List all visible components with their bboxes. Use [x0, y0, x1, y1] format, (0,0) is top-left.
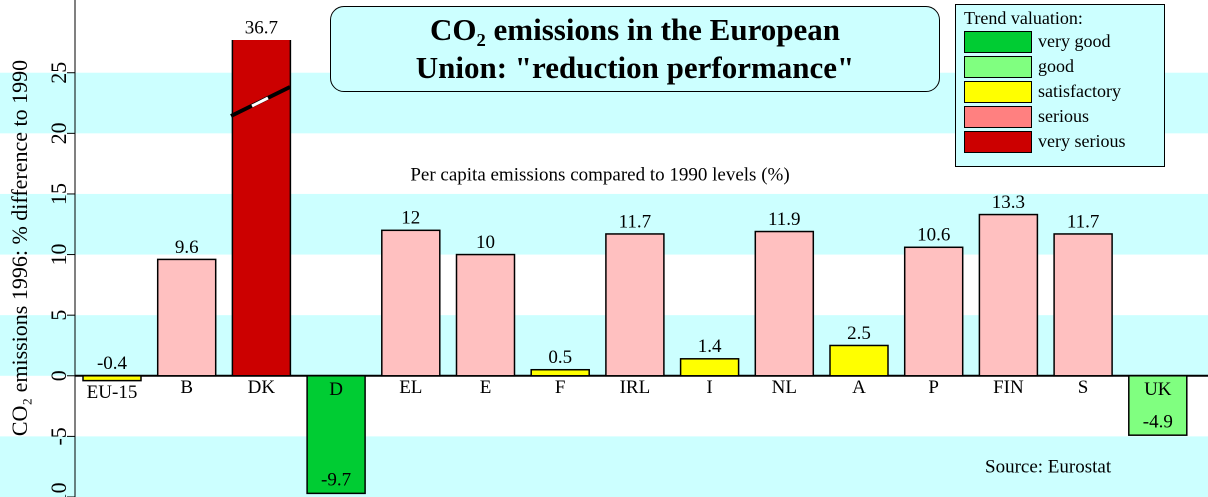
- x-tick-label: IRL: [620, 377, 651, 398]
- value-label: -4.9: [1143, 412, 1173, 433]
- legend-swatch: [964, 30, 1032, 53]
- bar: [1053, 233, 1113, 377]
- axis-break: [230, 85, 291, 118]
- value-label: 36.7: [245, 17, 278, 38]
- legend-swatch: [964, 105, 1032, 128]
- bar: [605, 233, 665, 377]
- legend-swatch: [964, 130, 1032, 153]
- value-label: 10.6: [917, 225, 950, 246]
- legend-swatch: [964, 80, 1032, 103]
- value-label: 2.5: [847, 323, 871, 344]
- legend-swatch: [964, 55, 1032, 78]
- bar: [903, 246, 964, 377]
- x-tick-label: B: [180, 377, 193, 398]
- legend: Trend valuation: very good good satisfacto…: [955, 4, 1165, 167]
- legend-item: satisfactory: [964, 79, 1156, 104]
- x-tick-label: NL: [772, 377, 797, 398]
- bar: [231, 40, 292, 377]
- bar: [530, 368, 590, 377]
- band: [0, 436, 1208, 497]
- y-axis-label: CO₂ emissions 1996: % difference to 1990: [7, 60, 32, 436]
- x-tick-label: EU-15: [87, 382, 138, 403]
- source: Source: Eurostat: [985, 456, 1112, 477]
- chart-title: CO₂ emissions in the European Union: "re…: [330, 6, 940, 92]
- y-tick-label: 0: [46, 370, 71, 381]
- x-tick-label: DK: [248, 377, 276, 398]
- bar: [754, 230, 815, 377]
- value-label: 11.7: [1067, 211, 1100, 232]
- x-tick-label: A: [852, 377, 866, 398]
- value-label: -0.4: [97, 353, 128, 374]
- value-label: 12: [401, 208, 420, 229]
- x-tick-label: I: [706, 377, 712, 398]
- y-tick-label: 10: [46, 244, 71, 266]
- bar: [82, 375, 142, 382]
- value-label: 9.6: [175, 237, 199, 258]
- y-tick-label: 5: [46, 310, 71, 321]
- x-tick-label: EL: [399, 377, 422, 398]
- value-label: 0.5: [548, 347, 572, 368]
- legend-label: good: [1038, 56, 1074, 76]
- bar: [381, 229, 441, 377]
- y-tick-label: -5: [46, 427, 71, 445]
- legend-label: very serious: [1038, 131, 1126, 151]
- legend-label: very good: [1038, 31, 1111, 51]
- legend-title: Trend valuation:: [964, 8, 1083, 28]
- value-label: 13.3: [992, 192, 1025, 213]
- x-tick-label: FIN: [993, 377, 1024, 398]
- bar: [978, 213, 1039, 377]
- legend-item: good: [964, 54, 1156, 79]
- legend-item: very good: [964, 29, 1156, 54]
- x-tick-label: P: [928, 377, 939, 398]
- y-tick-label: -10: [46, 482, 71, 497]
- x-tick-label: D: [329, 379, 343, 400]
- legend-item: very serious: [964, 129, 1156, 154]
- bar: [679, 358, 740, 377]
- x-tick-label: E: [480, 377, 492, 398]
- bar: [156, 258, 217, 377]
- subtitle: Per capita emissions compared to 1990 le…: [410, 164, 789, 185]
- x-tick-label: F: [555, 377, 566, 398]
- bar: [1128, 375, 1188, 436]
- y-tick-label: 15: [46, 183, 71, 205]
- value-label: 11.7: [619, 211, 652, 232]
- value-label: 11.9: [768, 209, 801, 230]
- y-tick-label: 20: [46, 122, 71, 144]
- bar: [306, 375, 366, 495]
- y-tick-label: 25: [46, 62, 71, 84]
- x-tick-label: S: [1078, 377, 1089, 398]
- legend-label: serious: [1038, 106, 1089, 126]
- legend-label: satisfactory: [1038, 81, 1121, 101]
- value-label: 1.4: [698, 336, 722, 357]
- bar: [455, 253, 516, 377]
- x-tick-label: UK: [1144, 379, 1172, 400]
- value-label: 10: [476, 232, 495, 253]
- legend-item: serious: [964, 104, 1156, 129]
- bar: [829, 344, 889, 377]
- value-label: -9.7: [321, 470, 351, 491]
